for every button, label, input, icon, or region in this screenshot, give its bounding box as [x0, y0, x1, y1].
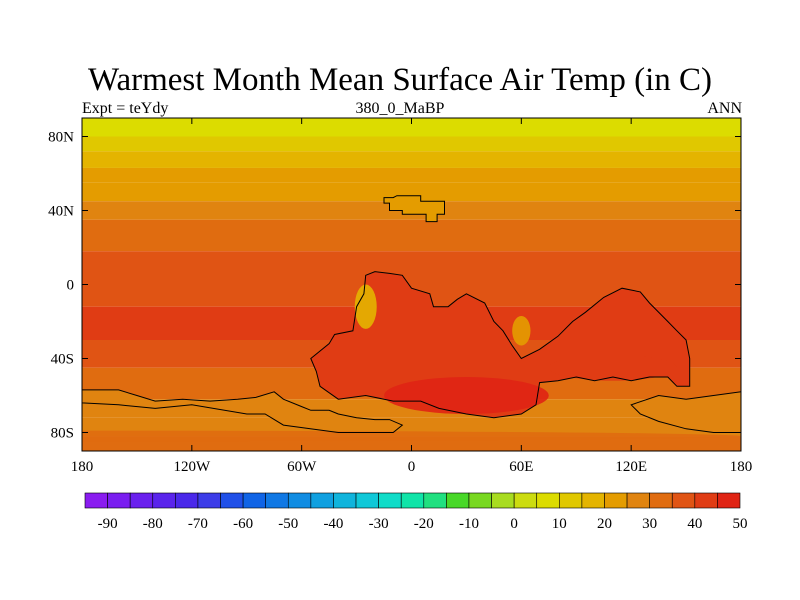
colorbar-box-4 [175, 492, 199, 509]
colorbar-label: -30 [369, 516, 389, 532]
colorbar-label: -70 [188, 516, 208, 532]
colorbar-label: 0 [510, 516, 518, 532]
colorbar-label: -20 [414, 516, 434, 532]
colorbar-box-24 [626, 492, 650, 509]
colorbar-label: -90 [98, 516, 118, 532]
zonal-band-6 [82, 219, 741, 252]
colorbar-box-16 [446, 492, 470, 509]
hotspot-3 [512, 315, 531, 346]
colorbar-box-6 [220, 492, 244, 509]
zonal-band-3 [82, 167, 741, 183]
lon-tick-label: 60W [287, 459, 317, 475]
central-landmass-outline [310, 271, 691, 419]
time-label: 380_0_MaBP [355, 100, 445, 117]
colorbar-box-1 [107, 492, 131, 509]
colorbar-box-21 [559, 492, 583, 509]
lon-tick-label: 60E [509, 459, 533, 475]
south-landmass-fill [82, 389, 403, 433]
colorbar-box-9 [287, 492, 312, 509]
colorbar-box-14 [400, 492, 425, 509]
colorbar-label: 30 [642, 516, 657, 532]
colorbar: -90 -80 -70 -60 -50 -40 -30 -20 -10 0 10 20 30 40 50 [84, 492, 748, 532]
colorbar-box-3 [152, 492, 176, 509]
zonal-band-4 [82, 182, 741, 202]
map-title: Warmest Month Mean Surface Air Temp (in … [87, 62, 713, 98]
lon-tick-label: 120W [173, 459, 211, 475]
colorbar-box-26 [671, 492, 696, 509]
zonal-band-1 [82, 136, 741, 152]
lon-tick-label: 0 [408, 459, 416, 475]
colorbar-box-25 [649, 492, 673, 509]
east-landmass-outline [630, 391, 741, 433]
colorbar-box-0 [84, 492, 108, 509]
hotspot-2 [354, 284, 377, 329]
lat-tick-label: 0 [67, 278, 75, 294]
zonal-band-0 [82, 118, 741, 137]
colorbar-label: 20 [597, 516, 612, 532]
colorbar-box-13 [378, 492, 402, 509]
lon-tick-label: 180 [730, 459, 753, 475]
colorbar-box-11 [333, 492, 357, 509]
colorbar-box-7 [242, 492, 266, 509]
colorbar-box-27 [694, 492, 718, 509]
experiment-label: Expt = teYdy [82, 100, 169, 117]
colorbar-box-23 [604, 492, 628, 509]
temperature-field [82, 118, 741, 451]
colorbar-box-19 [513, 492, 538, 509]
lat-tick-label: 80N [48, 130, 74, 146]
colorbar-label: -10 [459, 516, 479, 532]
lat-tick-label: 40S [51, 352, 74, 368]
lat-tick-label: 40N [48, 204, 74, 220]
colorbar-box-28 [717, 492, 741, 509]
hotspot-1 [548, 354, 677, 381]
north-landmass-outline [383, 195, 445, 223]
colorbar-box-17 [468, 492, 492, 509]
colorbar-box-20 [536, 492, 560, 509]
colorbar-box-15 [423, 492, 447, 509]
colorbar-label: 40 [687, 516, 702, 532]
colorbar-label: -40 [323, 516, 343, 532]
hotspot-4 [82, 430, 741, 442]
east-landmass-fill [631, 391, 741, 433]
lon-tick-label: 180 [71, 459, 94, 475]
colorbar-label: -80 [143, 516, 163, 532]
lon-tick-label: 120E [615, 459, 647, 475]
colorbar-box-22 [581, 492, 605, 509]
colorbar-label: 50 [733, 516, 748, 532]
colorbar-box-8 [265, 492, 289, 509]
north-landmass-fill [384, 195, 445, 222]
south-landmass-outline [82, 389, 404, 433]
central-landmass-fill [310, 271, 690, 418]
colorbar-box-18 [491, 492, 515, 509]
colorbar-label: -50 [278, 516, 298, 532]
colorbar-box-5 [197, 492, 221, 509]
colorbar-box-10 [310, 492, 334, 509]
map-axes: 180 120W 60W 0 60E 120E 180 80N 40N 0 40S 80S [48, 117, 753, 475]
zonal-band-2 [82, 151, 741, 168]
lat-tick-label: 80S [51, 426, 74, 442]
hotspot-0 [384, 377, 549, 414]
colorbar-box-2 [129, 492, 154, 509]
colorbar-label: 10 [552, 516, 567, 532]
colorbar-label: -60 [233, 516, 253, 532]
colorbar-box-12 [355, 492, 379, 509]
season-label: ANN [707, 100, 742, 117]
